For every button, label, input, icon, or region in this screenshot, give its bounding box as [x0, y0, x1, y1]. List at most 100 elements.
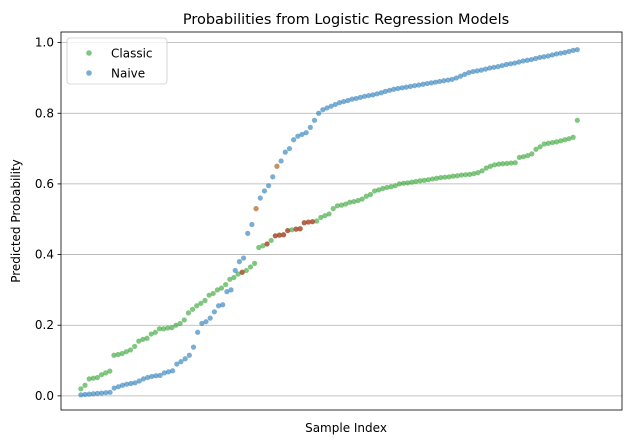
- point-naive: [232, 267, 238, 274]
- point-classic: [169, 325, 175, 331]
- point-highlight-classic: [264, 241, 270, 247]
- point-naive: [345, 97, 351, 104]
- point-naive: [174, 361, 180, 367]
- point-naive: [382, 88, 389, 94]
- point-naive: [265, 183, 272, 189]
- point-naive: [195, 329, 201, 335]
- point-classic: [487, 163, 494, 169]
- point-highlight-classic: [297, 226, 303, 232]
- axes: 0.0 0.2 0.4 0.6 0.8 1.0: [35, 31, 623, 411]
- point-highlight-classic: [293, 226, 299, 232]
- point-classic: [322, 213, 328, 219]
- point-naive: [336, 100, 343, 106]
- point-classic: [161, 326, 167, 332]
- point-naive: [520, 58, 526, 64]
- point-naive: [507, 61, 514, 67]
- point-classic: [132, 343, 138, 350]
- point-classic: [446, 174, 452, 180]
- point-highlight-classic: [280, 232, 287, 238]
- point-naive: [86, 391, 92, 397]
- point-naive: [311, 117, 318, 123]
- point-naive: [291, 137, 297, 143]
- point-naive: [103, 390, 109, 396]
- point-classic: [520, 154, 527, 160]
- point-naive: [524, 57, 530, 63]
- point-classic: [107, 368, 113, 374]
- point-naive: [94, 390, 101, 396]
- point-naive: [170, 368, 176, 374]
- point-classic: [119, 350, 125, 357]
- point-naive: [574, 47, 580, 53]
- point-naive: [303, 130, 309, 136]
- point-classic: [148, 331, 154, 337]
- point-classic: [181, 317, 187, 323]
- point-classic: [268, 237, 274, 244]
- point-naive: [466, 70, 472, 76]
- point-classic: [351, 198, 357, 205]
- point-naive: [349, 96, 355, 102]
- point-naive: [261, 188, 268, 194]
- point-classic: [227, 276, 233, 282]
- point-classic: [396, 181, 403, 187]
- point-classic: [202, 297, 208, 304]
- point-classic: [136, 338, 142, 344]
- point-naive: [370, 92, 376, 98]
- point-classic: [214, 287, 220, 293]
- point-naive: [570, 47, 576, 53]
- point-naive: [203, 319, 209, 325]
- point-naive: [391, 86, 397, 92]
- point-naive: [90, 391, 96, 397]
- point-naive: [278, 158, 284, 164]
- point-classic: [256, 244, 262, 251]
- point-classic: [152, 329, 158, 335]
- legend-label-naive: Naive: [111, 67, 145, 81]
- point-classic: [413, 178, 419, 185]
- point-naive: [295, 133, 301, 139]
- point-classic: [380, 185, 386, 192]
- point-naive: [115, 384, 122, 390]
- point-classic: [558, 138, 564, 144]
- point-classic: [82, 382, 88, 388]
- point-classic: [438, 174, 444, 181]
- point-classic: [318, 214, 324, 221]
- point-naive: [182, 356, 188, 362]
- legend-box: [66, 37, 168, 85]
- point-naive: [495, 64, 501, 70]
- point-naive: [299, 131, 305, 138]
- point-naive: [178, 359, 184, 365]
- point-naive: [412, 83, 418, 89]
- point-highlight-classic: [309, 219, 316, 225]
- point-naive: [99, 390, 105, 396]
- point-naive: [424, 80, 430, 87]
- point-classic: [210, 290, 216, 297]
- point-naive: [145, 374, 151, 381]
- point-classic: [405, 180, 411, 186]
- point-classic: [525, 153, 531, 159]
- point-highlight-classic: [305, 219, 312, 225]
- point-naive: [528, 56, 535, 63]
- point-classic: [454, 173, 460, 179]
- point-classic: [144, 335, 150, 341]
- point-naive: [516, 59, 522, 65]
- point-naive: [165, 369, 172, 375]
- point-classic: [529, 151, 535, 157]
- point-naive: [366, 92, 372, 99]
- point-classic: [392, 183, 398, 189]
- point-classic: [475, 170, 481, 176]
- point-classic: [562, 137, 568, 143]
- point-classic: [425, 177, 431, 183]
- point-naive: [136, 378, 142, 384]
- point-naive: [215, 303, 222, 309]
- point-highlight-naive: [253, 206, 259, 212]
- point-classic: [483, 165, 489, 171]
- point-classic: [247, 264, 254, 270]
- point-naive: [82, 391, 88, 398]
- grid-lines: [61, 42, 622, 397]
- point-naive: [153, 373, 159, 379]
- point-naive: [324, 105, 330, 111]
- point-classic: [463, 172, 469, 178]
- point-naive: [445, 77, 451, 83]
- point-classic: [185, 310, 192, 316]
- point-classic: [541, 141, 547, 147]
- y-tick-label: 0.0: [35, 389, 54, 403]
